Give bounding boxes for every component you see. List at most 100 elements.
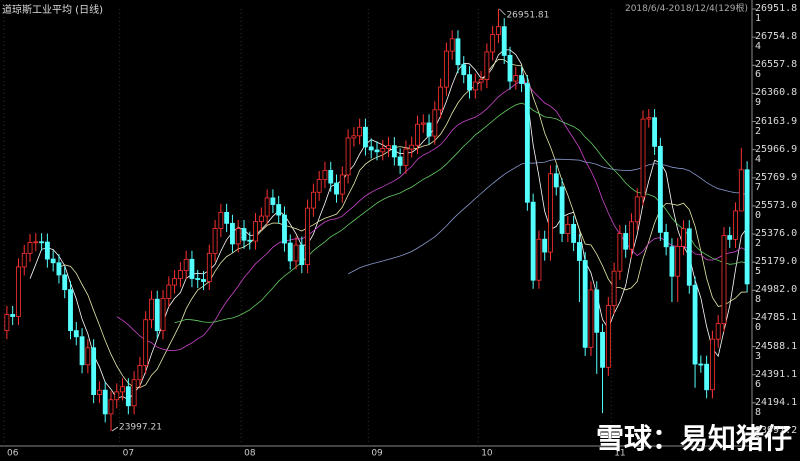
candle-body (657, 145, 663, 233)
moving-average (29, 49, 748, 401)
candle-body (56, 262, 62, 276)
candle-body (143, 319, 149, 366)
candle-body (201, 279, 206, 282)
annotation: 26951.81 (506, 11, 549, 21)
y-tick-label: 24982.08 (755, 284, 798, 306)
candle-body (357, 126, 363, 137)
candle-body (137, 365, 143, 381)
candle-body (403, 148, 409, 166)
candle-body (91, 347, 97, 396)
candle-body (258, 215, 264, 223)
candle-body (449, 38, 455, 52)
candle-body (62, 274, 68, 291)
candle-body (467, 74, 472, 91)
candle-body (96, 389, 102, 396)
x-tick-label: 07 (123, 449, 134, 459)
candle-body (548, 173, 553, 253)
candle-body (478, 79, 484, 83)
y-tick-label: 26754.84 (755, 31, 798, 53)
candle-body (287, 242, 293, 262)
candle-body (576, 242, 582, 261)
candle-body (351, 135, 357, 139)
candle-body (33, 241, 39, 244)
candle-body (409, 144, 415, 150)
candle-body (374, 149, 380, 153)
candle-body (102, 389, 108, 415)
candle-body (328, 169, 334, 184)
candle-body (50, 258, 56, 264)
candle-body (334, 182, 339, 195)
candle-body (85, 347, 91, 366)
candle-body (588, 289, 594, 348)
candle-body (744, 169, 750, 285)
candle-body (79, 336, 85, 366)
x-tick-label: 10 (481, 449, 493, 459)
candle-body (709, 338, 715, 391)
candle-body (293, 244, 299, 262)
candle-body (461, 64, 467, 76)
chart-title: 道琼斯工业平均 (日线) (2, 5, 103, 16)
candle-body (154, 298, 160, 332)
candle-body (524, 83, 530, 203)
candle-body (513, 75, 519, 82)
candle-body (68, 289, 73, 332)
candle-body (39, 241, 45, 244)
candle-body (617, 233, 623, 272)
candle-body (386, 145, 391, 149)
candle-body (669, 246, 675, 277)
candle-body (582, 260, 588, 348)
candle-body (172, 278, 178, 286)
candle-body (166, 284, 172, 299)
candle-body (253, 221, 258, 242)
candle-body (490, 34, 496, 53)
candle-body (426, 122, 432, 137)
candle-body (594, 289, 600, 333)
moving-average (116, 80, 748, 351)
candle-body (131, 379, 137, 407)
candle-body (663, 231, 669, 248)
y-tick-label: 26163.92 (755, 115, 798, 137)
candle-body (310, 191, 316, 209)
candle-body (230, 222, 235, 245)
candle-body (397, 156, 403, 166)
candle-body (640, 118, 646, 198)
candle-body (420, 122, 426, 125)
candle-body (183, 258, 189, 272)
candle-body (507, 54, 513, 82)
y-tick-label: 25769.97 (755, 171, 798, 193)
y-tick-label: 24785.10 (755, 312, 798, 334)
candle-body (4, 314, 10, 332)
candle-body (391, 145, 397, 158)
candle-body (218, 211, 224, 229)
y-tick-label: 25573.00 (755, 199, 798, 221)
x-tick-label: 06 (7, 449, 19, 459)
candle-body (432, 109, 438, 137)
candle-body (125, 386, 131, 407)
candle-body (108, 399, 114, 415)
candle-body (212, 228, 218, 254)
candle-body (455, 38, 461, 66)
candle-body (484, 51, 490, 80)
candle-body (149, 298, 154, 321)
y-tick-label: 26951.81 (755, 3, 798, 24)
candle-body (16, 266, 21, 317)
candle-body (553, 173, 559, 188)
candle-body (692, 284, 698, 365)
candle-body (571, 223, 577, 243)
candle-body (704, 363, 710, 391)
candle-body (542, 238, 548, 253)
y-tick-label: 25179.05 (755, 256, 798, 278)
candle-body (224, 211, 230, 224)
candle-body (686, 228, 692, 286)
candle-body (206, 252, 212, 282)
candle-body (600, 331, 605, 368)
candle-body (73, 330, 79, 338)
candle-body (681, 228, 686, 247)
candle-body (715, 323, 721, 340)
candle-body (27, 242, 33, 254)
x-tick-label: 08 (244, 449, 256, 459)
candle-body (114, 391, 120, 401)
candle-body (472, 81, 478, 91)
